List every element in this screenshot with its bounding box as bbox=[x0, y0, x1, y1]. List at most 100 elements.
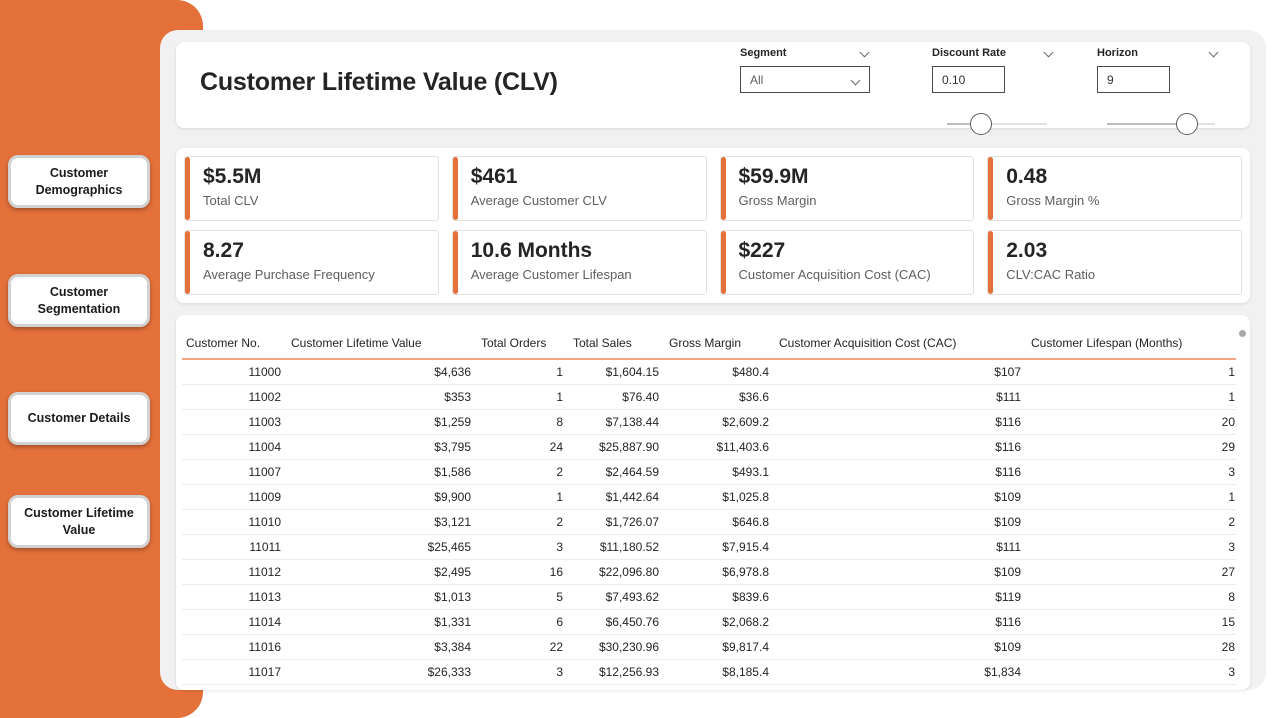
table-cell: 11004 bbox=[248, 440, 281, 454]
slider-track[interactable] bbox=[985, 123, 1047, 125]
table-cell: $109 bbox=[994, 565, 1021, 579]
table-row[interactable]: 11013 $1,013 5 $7,493.62 $839.6 $119 8 bbox=[182, 585, 1236, 610]
table-cell: 3 bbox=[556, 665, 563, 679]
table-cell: 22 bbox=[549, 640, 563, 654]
table-cell: $3,121 bbox=[434, 515, 471, 529]
table-cell: 5 bbox=[556, 590, 563, 604]
table-row[interactable]: 11003 $1,259 8 $7,138.44 $2,609.2 $116 20 bbox=[182, 410, 1236, 435]
table-cell: 11009 bbox=[248, 490, 281, 504]
table-cell: $12,256.93 bbox=[598, 665, 659, 679]
table-cell: $109 bbox=[994, 640, 1021, 654]
kpi-card-grid: $5.5M Total CLV $461 Average Customer CLV $5… bbox=[176, 148, 1250, 303]
table-cell: 29 bbox=[1221, 440, 1235, 454]
column-header-gross-margin[interactable]: Gross Margin bbox=[669, 336, 742, 350]
column-header-customer-lifetime-value[interactable]: Customer Lifetime Value bbox=[291, 336, 422, 350]
sidebar-item-customer-demographics[interactable]: Customer Demographics bbox=[8, 155, 150, 208]
table-cell: 15 bbox=[1221, 615, 1235, 629]
kpi-value: 8.27 bbox=[203, 239, 244, 262]
kpi-accent-bar bbox=[185, 231, 190, 294]
discount-rate-slider[interactable] bbox=[947, 113, 1047, 135]
table-cell: $3,384 bbox=[434, 640, 471, 654]
kpi-label: CLV:CAC Ratio bbox=[1006, 267, 1096, 283]
table-cell: $1,726.07 bbox=[605, 515, 659, 529]
table-cell: $111 bbox=[996, 540, 1021, 554]
horizon-filter: Horizon bbox=[1097, 47, 1219, 135]
table-cell: $1,586 bbox=[434, 465, 471, 479]
table-row[interactable]: 11004 $3,795 24 $25,887.90 $11,403.6 $116 29 bbox=[182, 435, 1236, 460]
report-canvas: Customer Lifetime Value (CLV) Segment Al… bbox=[160, 30, 1266, 690]
table-row[interactable]: 11014 $1,331 6 $6,450.76 $2,068.2 $116 15 bbox=[182, 610, 1236, 635]
table-cell: $26,333 bbox=[427, 665, 471, 679]
horizon-input[interactable] bbox=[1107, 72, 1160, 87]
table-cell: $2,495 bbox=[434, 565, 471, 579]
column-header-customer-acquisition-cost-cac[interactable]: Customer Acquisition Cost (CAC) bbox=[779, 336, 957, 350]
table-cell: $1,604.15 bbox=[605, 365, 659, 379]
table-row[interactable]: 11016 $3,384 22 $30,230.96 $9,817.4 $109 28 bbox=[182, 635, 1236, 660]
column-header-customer-lifespan-months[interactable]: Customer Lifespan (Months) bbox=[1031, 336, 1183, 350]
discount-rate-input[interactable] bbox=[942, 72, 995, 87]
table-cell: $9,900 bbox=[434, 490, 471, 504]
scrollbar-thumb[interactable] bbox=[1239, 330, 1246, 337]
table-cell: 1 bbox=[1228, 390, 1235, 404]
table-cell: 3 bbox=[1228, 465, 1235, 479]
column-header-customer-no[interactable]: Customer No. bbox=[186, 336, 261, 350]
segment-dropdown[interactable]: All bbox=[740, 66, 870, 93]
kpi-accent-bar bbox=[720, 157, 726, 220]
table-row[interactable]: 11007 $1,586 2 $2,464.59 $493.1 $116 3 bbox=[182, 460, 1236, 485]
kpi-label: Gross Margin % bbox=[1006, 193, 1100, 209]
table-cell: $8,185.4 bbox=[722, 665, 769, 679]
sidebar-item-customer-segmentation[interactable]: Customer Segmentation bbox=[8, 274, 150, 327]
slider-handle[interactable] bbox=[970, 113, 992, 135]
table-cell: 3 bbox=[1228, 665, 1235, 679]
table-cell: $116 bbox=[995, 615, 1021, 629]
kpi-label: Average Customer CLV bbox=[470, 193, 607, 209]
table-cell: 1 bbox=[556, 490, 563, 504]
segment-dropdown-value: All bbox=[750, 72, 764, 87]
table-row[interactable]: 11002 $353 1 $76.40 $36.6 $111 1 bbox=[182, 385, 1236, 410]
kpi-label: Average Purchase Frequency bbox=[203, 267, 375, 283]
table-body: 11000 $4,636 1 $1,604.15 $480.4 $107 1 11002 $35… bbox=[182, 360, 1236, 685]
table-cell: 27 bbox=[1221, 565, 1235, 579]
chevron-down-icon[interactable] bbox=[1208, 47, 1219, 58]
table-cell: $1,013 bbox=[434, 590, 471, 604]
table-cell: $2,464.59 bbox=[605, 465, 659, 479]
slider-track-filled[interactable] bbox=[1107, 123, 1187, 125]
table-cell: $11,180.52 bbox=[599, 540, 659, 554]
segment-filter-label: Segment bbox=[740, 47, 787, 59]
table-cell: $7,138.44 bbox=[605, 415, 659, 429]
column-header-total-sales[interactable]: Total Sales bbox=[573, 336, 632, 350]
table-cell: 20 bbox=[1221, 415, 1235, 429]
table-row[interactable]: 11012 $2,495 16 $22,096.80 $6,978.8 $109 27 bbox=[182, 560, 1236, 585]
table-cell: $353 bbox=[444, 390, 471, 404]
slider-handle[interactable] bbox=[1176, 113, 1198, 135]
table-cell: $36.6 bbox=[738, 390, 769, 404]
table-row[interactable]: 11017 $26,333 3 $12,256.93 $8,185.4 $1,834 3 bbox=[182, 660, 1236, 685]
table-row[interactable]: 11011 $25,465 3 $11,180.52 $7,915.4 $111 3 bbox=[182, 535, 1236, 560]
table-cell: $9,817.4 bbox=[722, 640, 769, 654]
kpi-accent-bar bbox=[185, 157, 190, 220]
slider-track-filled[interactable] bbox=[947, 123, 985, 125]
table-cell: 11014 bbox=[248, 615, 281, 629]
sidebar-item-customer-lifetime-value[interactable]: Customer Lifetime Value bbox=[8, 495, 150, 548]
table-cell: $119 bbox=[995, 590, 1021, 604]
chevron-down-icon[interactable] bbox=[1043, 47, 1054, 58]
horizon-slider[interactable] bbox=[1107, 113, 1215, 135]
table-row[interactable]: 11009 $9,900 1 $1,442.64 $1,025.8 $109 1 bbox=[182, 485, 1236, 510]
table-cell: 11016 bbox=[248, 640, 281, 654]
kpi-value: 10.6 Months bbox=[470, 239, 593, 262]
page-title: Customer Lifetime Value (CLV) bbox=[200, 68, 558, 96]
header-card: Customer Lifetime Value (CLV) Segment Al… bbox=[176, 42, 1250, 135]
chevron-down-icon[interactable] bbox=[859, 47, 870, 58]
slider-track[interactable] bbox=[1187, 123, 1215, 125]
sidebar-item-customer-details[interactable]: Customer Details bbox=[8, 392, 150, 445]
table-cell: 11017 bbox=[248, 665, 281, 679]
table-cell: $2,609.2 bbox=[722, 415, 769, 429]
table-cell: 1 bbox=[1228, 490, 1235, 504]
kpi-accent-bar bbox=[452, 157, 458, 220]
column-header-total-orders[interactable]: Total Orders bbox=[481, 336, 547, 350]
table-cell: 1 bbox=[556, 390, 563, 404]
table-row[interactable]: 11000 $4,636 1 $1,604.15 $480.4 $107 1 bbox=[182, 360, 1236, 385]
table-cell: $111 bbox=[996, 390, 1021, 404]
kpi-value: $59.9M bbox=[738, 165, 809, 188]
table-row[interactable]: 11010 $3,121 2 $1,726.07 $646.8 $109 2 bbox=[182, 510, 1236, 535]
